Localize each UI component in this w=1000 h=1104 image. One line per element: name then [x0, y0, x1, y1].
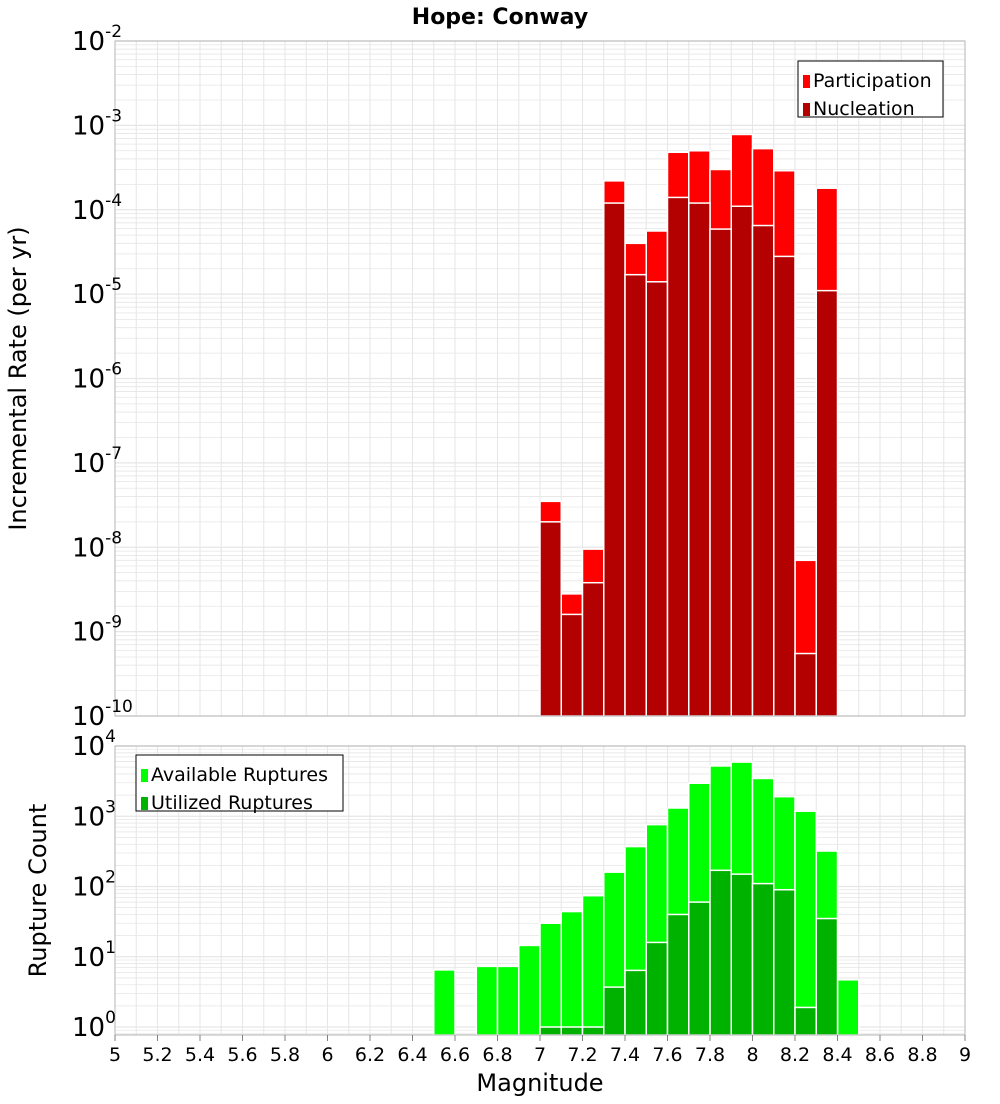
- bottom-panel-axes: 100 101 102 103 104 Rupture Count: [24, 727, 116, 1043]
- top-y-tick-label: 10-2: [72, 22, 122, 57]
- top-y-tick-label: 10-7: [72, 444, 122, 479]
- bottom-bar-b: [751, 882, 775, 1036]
- x-tick-label: 5.4: [185, 1044, 215, 1066]
- bottom-bar-b: [560, 1026, 584, 1036]
- x-tick-label: 5: [109, 1044, 121, 1066]
- x-tick-label: 7.6: [652, 1044, 682, 1066]
- top-bar-b: [560, 613, 584, 717]
- bottom-legend-swatch: [141, 769, 148, 782]
- top-bar-b: [666, 196, 690, 717]
- top-bar-b: [624, 273, 647, 717]
- top-bar-b: [539, 521, 562, 717]
- x-tick-label: 7.4: [610, 1044, 640, 1066]
- top-bar-b: [730, 205, 754, 717]
- bottom-legend-box: [135, 754, 344, 812]
- bottom-legend-label: Utilized Ruptures: [151, 792, 313, 814]
- bottom-y-axis-label: Rupture Count: [24, 804, 52, 978]
- x-axis-label: Magnitude: [476, 1069, 603, 1097]
- bottom-bar-a: [475, 965, 499, 1036]
- top-panel-frame: [114, 40, 966, 717]
- top-bar-b: [751, 224, 775, 717]
- x-axis: 5 5.2 5.4 5.6 5.8 6 6.2 6.4 6.6 6.8 7 7.2 7.4 7.6 7.8 8…: [109, 1035, 971, 1097]
- bottom-bar-b: [539, 1026, 562, 1036]
- top-bar-b: [645, 281, 669, 717]
- bottom-bar-a: [496, 965, 520, 1036]
- x-tick-label: 7: [534, 1044, 546, 1066]
- bottom-legend-label: Available Ruptures: [151, 764, 328, 786]
- bottom-y-tick-label: 101: [72, 938, 116, 973]
- top-bar-b: [815, 289, 839, 717]
- x-tick-label: 8.4: [822, 1044, 852, 1066]
- bottom-bar-b: [666, 913, 690, 1036]
- bottom-bar-b: [730, 873, 754, 1036]
- x-tick-label: 8.2: [780, 1044, 810, 1066]
- bottom-bar-b: [581, 1026, 605, 1036]
- x-tick-label: 6: [321, 1044, 333, 1066]
- bottom-bar-b: [688, 901, 711, 1036]
- top-y-axis-label: Incremental Rate (per yr): [4, 226, 32, 530]
- bottom-panel-legend: Available Ruptures Utilized Ruptures: [135, 754, 344, 814]
- x-tick-label: 9: [959, 1044, 971, 1066]
- top-y-tick-label: 10-4: [72, 191, 122, 226]
- top-y-tick-label: 10-6: [72, 360, 122, 395]
- x-tick-label: 5.8: [270, 1044, 300, 1066]
- top-bar-b: [709, 228, 732, 717]
- bottom-bar-b: [645, 941, 669, 1036]
- x-tick-label: 7.8: [695, 1044, 725, 1066]
- top-bar-b: [603, 202, 626, 717]
- top-bar-b: [794, 652, 817, 717]
- top-bar-b: [581, 581, 605, 717]
- top-y-tick-label: 10-5: [72, 275, 122, 310]
- top-y-tick-label: 10-9: [72, 613, 122, 648]
- bottom-bar-a: [836, 979, 860, 1036]
- bottom-bar-b: [773, 888, 796, 1036]
- top-panel-axes: 10-10 10-9 10-8 10-7 10-6 10-5 10-4 10-3 10-2 Inc…: [4, 22, 133, 732]
- top-legend-swatch: [803, 103, 810, 116]
- top-legend-label: Nucleation: [813, 98, 915, 120]
- bottom-panel-bars: [433, 761, 860, 1036]
- bottom-bar-a: [794, 810, 817, 1036]
- bottom-y-tick-label: 103: [72, 797, 116, 832]
- top-panel-legend: Participation Nucleation: [797, 60, 944, 120]
- top-bar-b: [688, 202, 711, 717]
- bottom-legend-swatch: [141, 797, 148, 810]
- bottom-bar-b: [603, 986, 626, 1036]
- bottom-y-tick-label: 102: [72, 868, 116, 903]
- x-tick-label: 7.2: [567, 1044, 597, 1066]
- bottom-bar-b: [794, 1006, 817, 1036]
- top-legend-box: [797, 60, 944, 118]
- top-y-tick-label: 10-8: [72, 528, 122, 563]
- x-tick-label: 6.4: [397, 1044, 427, 1066]
- x-tick-label: 8.6: [865, 1044, 895, 1066]
- x-tick-label: 6.8: [482, 1044, 512, 1066]
- top-legend-swatch: [803, 75, 810, 88]
- bottom-bar-b: [709, 869, 732, 1036]
- x-tick-label: 5.6: [227, 1044, 257, 1066]
- bottom-y-tick-label: 100: [72, 1008, 116, 1043]
- x-tick-label: 8.8: [907, 1044, 937, 1066]
- bottom-bar-b: [815, 917, 839, 1036]
- bottom-bar-a: [560, 910, 584, 1036]
- x-tick-label: 5.2: [142, 1044, 172, 1066]
- bottom-bar-a: [539, 922, 562, 1036]
- x-tick-label: 8: [746, 1044, 758, 1066]
- bottom-bar-a: [433, 969, 456, 1036]
- bottom-bar-a: [518, 944, 541, 1036]
- bottom-bar-a: [581, 894, 605, 1036]
- top-bar-b: [773, 255, 796, 717]
- chart-title: Hope: Conway: [412, 5, 588, 30]
- top-legend-label: Participation: [813, 70, 932, 92]
- top-y-tick-label: 10-10: [72, 697, 133, 732]
- x-tick-label: 6.6: [440, 1044, 470, 1066]
- x-tick-label: 6.2: [355, 1044, 385, 1066]
- bottom-y-tick-label: 104: [72, 727, 116, 762]
- top-y-tick-label: 10-3: [72, 106, 122, 141]
- bottom-bar-b: [624, 969, 647, 1036]
